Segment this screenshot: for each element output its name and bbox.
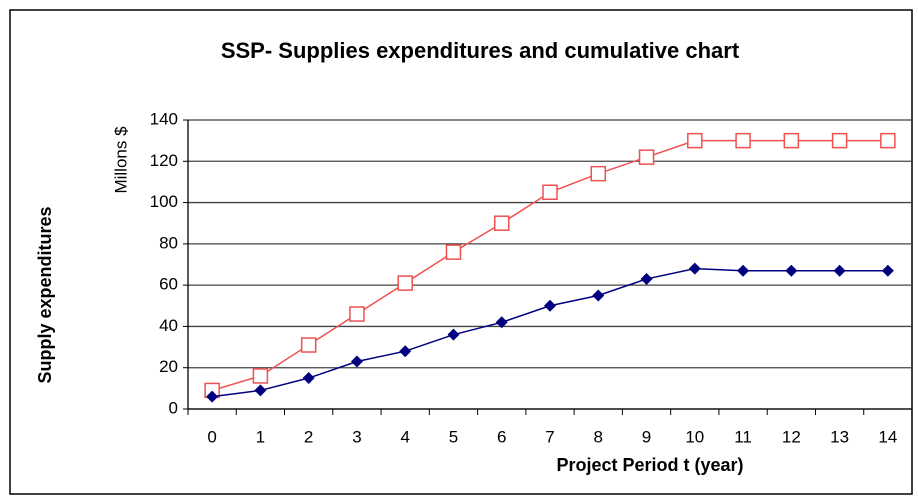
y-unit-label: Millons $ — [111, 126, 130, 194]
marker — [881, 264, 894, 277]
x-tick-label: 4 — [400, 427, 409, 446]
x-tick-label: 1 — [256, 427, 265, 446]
y-tick-label: 20 — [159, 357, 178, 376]
marker — [252, 368, 269, 384]
y-tick-label: 60 — [159, 275, 178, 294]
x-tick-label: 2 — [304, 427, 313, 446]
marker — [785, 264, 798, 277]
marker — [735, 132, 751, 149]
marker — [831, 132, 848, 149]
marker — [397, 275, 413, 291]
x-tick-label: 5 — [449, 427, 458, 446]
marker — [447, 328, 460, 341]
y-tick-label: 120 — [150, 151, 178, 170]
x-tick-label: 14 — [878, 427, 897, 446]
x-tick-label: 13 — [830, 427, 849, 446]
marker — [544, 299, 556, 312]
marker — [833, 264, 846, 277]
marker — [302, 372, 315, 385]
y-tick-label: 100 — [150, 192, 178, 211]
marker — [542, 184, 558, 200]
x-tick-label: 12 — [782, 427, 801, 446]
marker — [640, 272, 653, 285]
x-tick-label: 10 — [685, 427, 704, 446]
marker — [206, 390, 219, 403]
y-axis-title: Supply expenditures — [35, 206, 55, 383]
y-tick-label: 140 — [150, 109, 178, 128]
x-axis-title: Project Period t (year) — [556, 455, 743, 475]
marker — [638, 149, 655, 165]
marker — [350, 355, 363, 368]
y-tick-label: 80 — [159, 233, 178, 252]
marker — [399, 345, 412, 358]
marker — [590, 165, 607, 182]
marker — [349, 306, 365, 322]
x-tick-label: 3 — [352, 427, 361, 446]
marker — [300, 337, 317, 353]
y-tick-label: 0 — [169, 398, 178, 417]
marker — [493, 215, 510, 231]
marker — [688, 262, 701, 275]
marker — [737, 264, 750, 277]
marker — [783, 132, 800, 149]
x-tick-label: 11 — [734, 427, 752, 446]
marker — [880, 132, 896, 149]
x-tick-label: 0 — [207, 427, 216, 446]
marker — [495, 316, 508, 329]
marker — [254, 384, 267, 397]
x-tick-label: 9 — [642, 427, 651, 446]
y-tick-label: 40 — [159, 316, 178, 335]
marker — [687, 132, 703, 149]
marker — [592, 289, 605, 302]
x-tick-label: 8 — [594, 427, 603, 446]
chart-title: SSP- Supplies expenditures and cumulativ… — [221, 38, 740, 63]
x-tick-label: 6 — [497, 427, 506, 446]
marker — [445, 244, 462, 260]
x-tick-label: 7 — [545, 427, 554, 446]
